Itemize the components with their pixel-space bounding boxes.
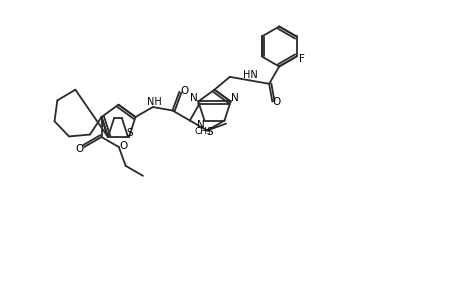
Text: NH: NH (147, 97, 162, 107)
Text: N: N (230, 94, 238, 103)
Text: S: S (126, 128, 133, 138)
Text: F: F (298, 55, 304, 64)
Text: O: O (119, 141, 128, 151)
Text: S: S (207, 127, 213, 136)
Text: CH₃: CH₃ (194, 127, 210, 136)
Text: O: O (180, 86, 188, 96)
Text: N: N (196, 119, 204, 130)
Text: HN: HN (242, 70, 257, 80)
Text: N: N (190, 94, 198, 103)
Text: O: O (75, 144, 83, 154)
Text: O: O (272, 97, 280, 106)
